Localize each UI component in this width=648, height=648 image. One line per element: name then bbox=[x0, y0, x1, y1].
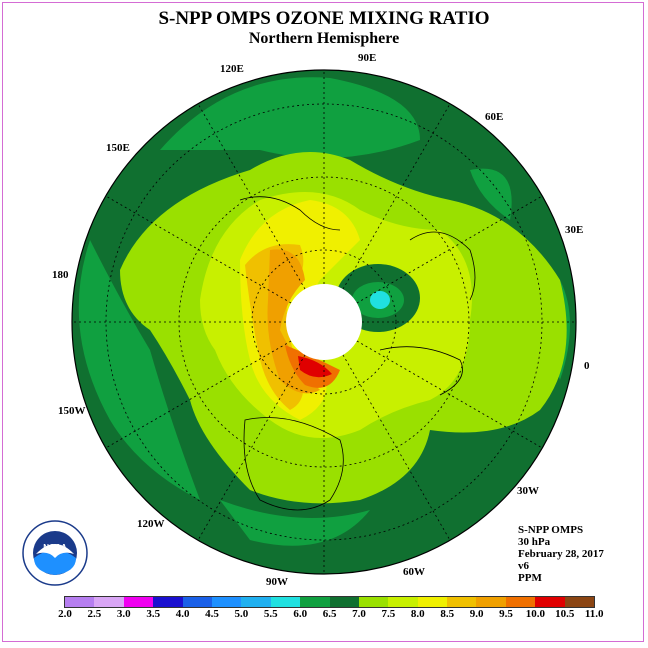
colorbar-tick-label: 8.5 bbox=[440, 608, 455, 620]
colorbar bbox=[64, 596, 596, 608]
colorbar-swatch bbox=[65, 597, 95, 607]
instrument-label: S-NPP OMPS bbox=[518, 524, 584, 536]
ozone-field bbox=[72, 70, 576, 574]
colorbar-tick-label: 7.0 bbox=[352, 608, 366, 620]
colorbar-tick-label: 10.0 bbox=[525, 608, 546, 620]
colorbar-swatch bbox=[358, 597, 389, 607]
colorbar-tick-label: 8.0 bbox=[410, 608, 425, 620]
colorbar-swatch bbox=[211, 597, 242, 607]
longitude-labels: 90E 60E 30E 0 30W 60W 90W 120W 150W 180 … bbox=[52, 52, 590, 588]
lon-label-0: 0 bbox=[584, 360, 590, 372]
colorbar-swatch bbox=[153, 597, 183, 607]
meridian-line bbox=[197, 103, 306, 290]
colorbar-swatch bbox=[94, 597, 124, 607]
colorbar-tick-label: 9.0 bbox=[469, 608, 484, 620]
logo-text: NOAA bbox=[43, 543, 67, 552]
map-title: S-NPP OMPS OZONE MIXING RATIO bbox=[158, 8, 490, 29]
colorbar-swatch bbox=[123, 597, 154, 607]
colorbar-swatch bbox=[505, 597, 536, 607]
meridian-line bbox=[105, 340, 292, 449]
version-label: v6 bbox=[518, 560, 529, 572]
lon-label-120W: 120W bbox=[137, 518, 165, 530]
colorbar-swatch bbox=[476, 597, 506, 607]
colorbar-tick-label: 6.5 bbox=[322, 608, 337, 620]
colorbar-swatch bbox=[300, 597, 330, 607]
colorbar-tick-label: 2.0 bbox=[58, 608, 72, 620]
colorbar-tick-label: 6.0 bbox=[293, 608, 308, 620]
lon-label-60W: 60W bbox=[403, 566, 425, 578]
colorbar-tick-label: 9.5 bbox=[499, 608, 513, 620]
lon-label-30W: 30W bbox=[517, 485, 539, 497]
lon-label-60E: 60E bbox=[485, 111, 503, 123]
figure-frame bbox=[2, 2, 644, 642]
colorbar-tick-label: 10.5 bbox=[555, 608, 575, 620]
meridian-line bbox=[105, 195, 292, 304]
colorbar-swatch bbox=[270, 597, 301, 607]
meridian-line bbox=[356, 195, 543, 304]
meridian-line bbox=[342, 103, 451, 290]
colorbar-tick-label: 7.5 bbox=[381, 608, 396, 620]
colorbar-tick-label: 11.0 bbox=[584, 608, 604, 620]
colorbar-ticks: 2.0 2.5 3.0 3.5 4.0 4.5 5.0 5.5 6.0 6.5 7.0 7.5 8.0 8… bbox=[50, 608, 610, 622]
units-label: PPM bbox=[518, 572, 542, 584]
date-label: February 28, 2017 bbox=[518, 548, 604, 560]
info-block: S-NPP OMPS 30 hPa February 28, 2017 v6 P… bbox=[518, 524, 604, 584]
meridian-line bbox=[197, 354, 306, 541]
lon-label-90E: 90E bbox=[358, 52, 376, 64]
lon-label-90W: 90W bbox=[266, 576, 288, 588]
colorbar-tick-label: 3.0 bbox=[116, 608, 131, 620]
colorbar-swatch bbox=[388, 597, 418, 607]
colorbar-swatch bbox=[329, 597, 359, 607]
lon-label-120E: 120E bbox=[220, 63, 244, 75]
pressure-level-label: 30 hPa bbox=[518, 536, 551, 548]
lon-label-30E: 30E bbox=[565, 224, 583, 236]
colorbar-tick-label: 5.0 bbox=[234, 608, 249, 620]
lon-label-150E: 150E bbox=[106, 142, 130, 154]
colorbar-swatch bbox=[447, 597, 477, 607]
map-subtitle: Northern Hemisphere bbox=[248, 30, 400, 47]
colorbar-tick-label: 4.5 bbox=[205, 608, 219, 620]
colorbar-swatch bbox=[241, 597, 271, 607]
colorbar-tick-label: 4.0 bbox=[175, 608, 190, 620]
colorbar-tick-label: 5.5 bbox=[263, 608, 278, 620]
meridian-line bbox=[342, 354, 451, 541]
colorbar-tick-label: 2.5 bbox=[87, 608, 102, 620]
lon-label-150W: 150W bbox=[58, 405, 86, 417]
colorbar-swatch bbox=[535, 597, 565, 607]
lon-label-180: 180 bbox=[52, 269, 69, 281]
noaa-logo-icon: NOAA bbox=[22, 520, 88, 586]
colorbar-swatch bbox=[417, 597, 448, 607]
meridian-line bbox=[356, 340, 543, 449]
colorbar-swatch bbox=[182, 597, 212, 607]
colorbar-swatch bbox=[564, 597, 595, 607]
colorbar-tick-label: 3.5 bbox=[146, 608, 161, 620]
